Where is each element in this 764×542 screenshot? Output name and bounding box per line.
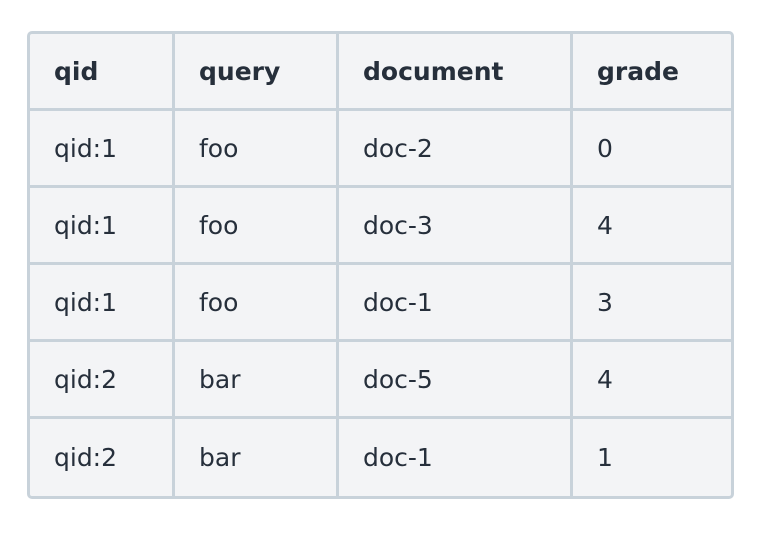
cell-grade: 1 (597, 443, 613, 472)
header-grade: grade (573, 34, 731, 111)
cell-grade: 0 (573, 111, 731, 188)
cell-query: bar (175, 419, 339, 496)
cell-document: doc-1 (339, 419, 573, 496)
cell-query: bar (175, 342, 339, 419)
header-query: query (175, 34, 339, 111)
cell-document: doc-5 (339, 342, 573, 419)
header-document: document (339, 34, 573, 111)
table-row: qid:1 foo doc-1 3 (30, 265, 731, 342)
cell-document: doc-2 (339, 111, 573, 188)
cell-query: foo (175, 265, 339, 342)
header-qid: qid (30, 34, 175, 111)
cell-document: doc-1 (339, 265, 573, 342)
cell-query: foo (175, 188, 339, 265)
table-row: qid:2 bar doc-1 1 (30, 419, 731, 496)
cell-query: foo (175, 111, 339, 188)
cell-qid: qid:2 (30, 342, 175, 419)
table-row: qid:1 foo doc-2 0 (30, 111, 731, 188)
cell-qid: qid:1 (30, 188, 175, 265)
header-row: qid query document grade (30, 34, 731, 111)
cell-grade: 3 (573, 265, 731, 342)
cell-document: doc-3 (339, 188, 573, 265)
table-row: qid:2 bar doc-5 4 (30, 342, 731, 419)
cell-grade: 4 (573, 342, 731, 419)
table-row: qid:1 foo doc-3 4 (30, 188, 731, 265)
cell-grade: 4 (573, 188, 731, 265)
cell-qid: qid:1 (30, 111, 175, 188)
table-container: qid query document grade qid:1 foo doc-2 0 q… (27, 31, 734, 499)
cell-qid: qid:2 (30, 419, 175, 496)
data-table: qid query document grade qid:1 foo doc-2 0 q… (27, 31, 734, 499)
cell-qid: qid:1 (30, 265, 175, 342)
